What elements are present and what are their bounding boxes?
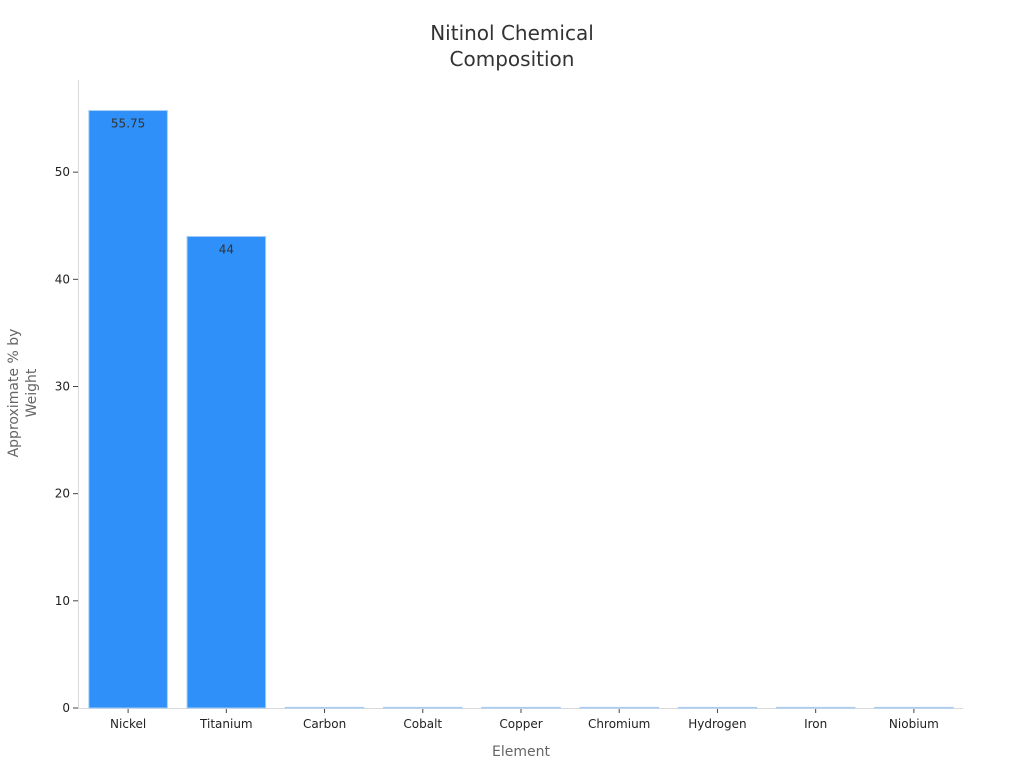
data-label-titanium: 44 [219, 242, 234, 256]
x-tick-label-niobium: Niobium [889, 717, 939, 731]
bar-hydrogen [677, 706, 758, 709]
x-tick-label-chromium: Chromium [588, 717, 650, 731]
bar-carbon [284, 706, 365, 709]
chart-title-line-2: Composition [450, 47, 575, 71]
y-tick-label: 50 [55, 165, 70, 179]
x-tick-label-titanium: Titanium [199, 717, 253, 731]
bar-titanium [186, 235, 267, 709]
bar-nickel [88, 110, 168, 709]
y-tick-label: 10 [55, 594, 70, 608]
y-axis-title-line-1: Approximate % by [6, 329, 22, 458]
y-tick-label: 40 [55, 272, 70, 286]
bar-copper [481, 706, 561, 709]
y-axis-ticks: 0 10 20 30 40 50 [55, 165, 78, 715]
data-labels-group: 55.75 44 [111, 117, 234, 257]
y-axis-title-line-2: Weight [24, 368, 40, 417]
y-axis-title: Approximate % by Weight [6, 329, 40, 458]
x-axis-ticks: Nickel Titanium Carbon Cobalt Copper Chromium… [110, 709, 939, 731]
x-tick-label-nickel: Nickel [110, 717, 146, 731]
bar-iron [775, 706, 856, 709]
x-tick-label-iron: Iron [804, 717, 827, 731]
x-axis-title: Element [492, 744, 550, 760]
x-tick-label-hydrogen: Hydrogen [688, 717, 746, 731]
bar-cobalt [382, 706, 463, 709]
data-label-nickel: 55.75 [111, 117, 145, 131]
bar-chromium [579, 706, 660, 709]
x-tick-label-copper: Copper [499, 717, 542, 731]
bar-niobium [874, 706, 954, 709]
y-tick-label: 30 [55, 379, 70, 393]
y-tick-label: 0 [62, 701, 70, 715]
bars-group [88, 110, 954, 709]
y-tick-label: 20 [55, 487, 70, 501]
x-tick-label-carbon: Carbon [303, 717, 346, 731]
chart-title-line-1: Nitinol Chemical [430, 21, 594, 45]
x-tick-label-cobalt: Cobalt [403, 717, 442, 731]
